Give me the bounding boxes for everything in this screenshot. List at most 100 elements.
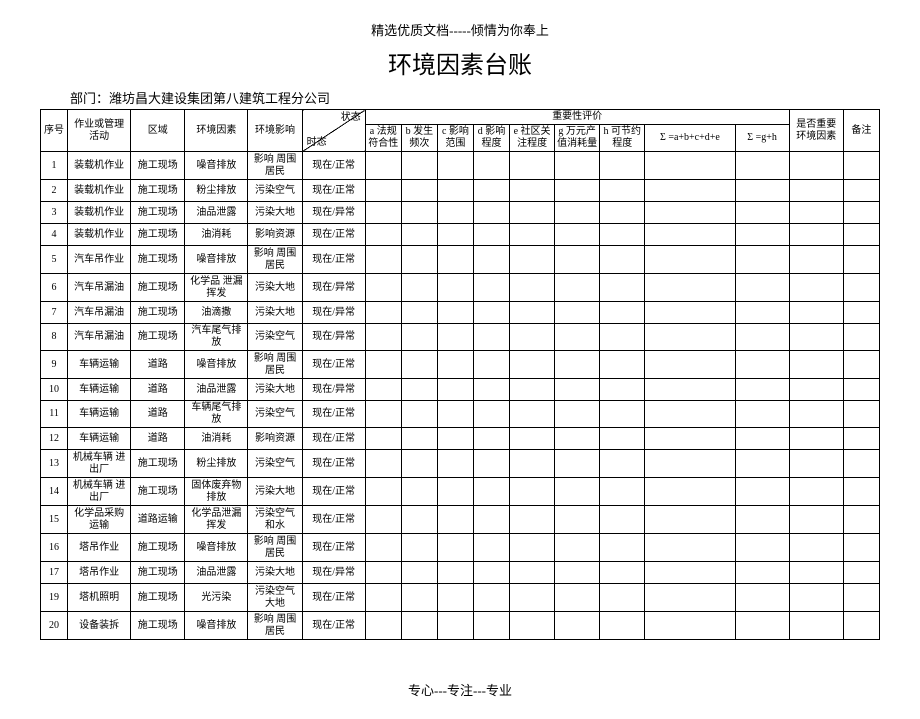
table-cell	[735, 506, 789, 534]
table-cell	[555, 224, 600, 246]
table-cell: 化学品 泄漏挥发	[185, 274, 248, 302]
table-cell: 9	[41, 351, 68, 379]
table-cell	[473, 152, 509, 180]
col-sigma1: Σ =a+b+c+d+e	[645, 125, 735, 152]
table-cell	[473, 401, 509, 428]
table-cell: 14	[41, 478, 68, 506]
table-cell: 机械车辆 进出厂	[68, 450, 131, 478]
table-cell	[843, 379, 879, 401]
footer-text: 专心---专注---专业	[40, 680, 880, 699]
table-cell: 污染空气	[248, 450, 302, 478]
table-cell	[401, 180, 437, 202]
table-cell	[735, 584, 789, 612]
table-cell: 16	[41, 534, 68, 562]
table-cell	[645, 379, 735, 401]
table-cell	[843, 180, 879, 202]
table-cell	[600, 351, 645, 379]
table-cell	[600, 612, 645, 640]
table-cell	[555, 450, 600, 478]
table-cell	[600, 224, 645, 246]
table-cell	[735, 450, 789, 478]
table-row: 16塔吊作业施工现场噪音排放影响 周围居民现在/正常	[41, 534, 880, 562]
table-cell: 施工现场	[131, 180, 185, 202]
table-cell: 汽车尾气排放	[185, 324, 248, 351]
table-cell	[401, 534, 437, 562]
table-cell	[510, 302, 555, 324]
table-cell: 汽车吊漏油	[68, 302, 131, 324]
dept-label: 部门：潍坊昌大建设集团第八建筑工程分公司	[70, 88, 880, 107]
table-cell: 汽车吊漏油	[68, 324, 131, 351]
table-cell: 现在/正常	[302, 584, 365, 612]
table-cell	[843, 584, 879, 612]
table-cell: 道路	[131, 401, 185, 428]
table-cell	[735, 428, 789, 450]
table-cell	[735, 152, 789, 180]
col-c: c 影响范围	[437, 125, 473, 152]
table-cell	[600, 302, 645, 324]
table-cell	[555, 562, 600, 584]
table-cell	[555, 202, 600, 224]
table-cell: 施工现场	[131, 584, 185, 612]
table-cell	[789, 324, 843, 351]
table-cell	[473, 180, 509, 202]
table-cell: 现在/正常	[302, 506, 365, 534]
table-cell	[437, 246, 473, 274]
table-cell	[401, 506, 437, 534]
table-cell	[843, 152, 879, 180]
state-top: 状态	[341, 112, 361, 124]
table-cell	[555, 534, 600, 562]
table-cell	[645, 428, 735, 450]
table-cell: 施工现场	[131, 246, 185, 274]
table-cell	[437, 302, 473, 324]
page-title: 环境因素台账	[40, 45, 880, 80]
table-cell	[510, 450, 555, 478]
table-cell: 19	[41, 584, 68, 612]
table-cell	[437, 506, 473, 534]
table-cell	[510, 506, 555, 534]
table-cell	[843, 562, 879, 584]
table-cell	[843, 224, 879, 246]
table-cell	[510, 534, 555, 562]
table-cell	[645, 612, 735, 640]
table-cell	[789, 274, 843, 302]
table-cell	[789, 584, 843, 612]
col-impact: 环境影响	[248, 110, 302, 152]
table-cell: 影响资源	[248, 224, 302, 246]
table-cell: 影响 周围居民	[248, 612, 302, 640]
col-d: d 影响程度	[473, 125, 509, 152]
table-cell	[437, 450, 473, 478]
table-row: 7汽车吊漏油施工现场油滴撒污染大地现在/异常	[41, 302, 880, 324]
table-cell: 7	[41, 302, 68, 324]
table-cell	[437, 324, 473, 351]
table-cell	[510, 180, 555, 202]
table-cell	[600, 506, 645, 534]
ledger-table: 序号 作业或管理活动 区域 环境因素 环境影响 状态 时态 重要性评价 是否重要…	[40, 109, 880, 640]
table-cell	[401, 612, 437, 640]
table-row: 9车辆运输道路噪音排放影响 周围居民现在/正常	[41, 351, 880, 379]
table-cell: 污染空气 大地	[248, 584, 302, 612]
table-cell	[401, 224, 437, 246]
table-cell	[735, 562, 789, 584]
table-cell	[843, 534, 879, 562]
table-cell: 油品泄露	[185, 562, 248, 584]
table-cell	[473, 246, 509, 274]
table-cell: 施工现场	[131, 324, 185, 351]
table-cell	[401, 302, 437, 324]
table-cell: 11	[41, 401, 68, 428]
table-cell: 现在/异常	[302, 324, 365, 351]
table-cell	[365, 612, 401, 640]
table-cell	[473, 379, 509, 401]
table-cell	[437, 351, 473, 379]
table-cell	[735, 180, 789, 202]
table-row: 2装载机作业施工现场粉尘排放污染空气现在/正常	[41, 180, 880, 202]
table-cell	[645, 506, 735, 534]
table-cell	[555, 401, 600, 428]
table-cell: 车辆运输	[68, 428, 131, 450]
table-cell	[735, 224, 789, 246]
table-cell	[473, 534, 509, 562]
table-cell	[365, 506, 401, 534]
table-cell	[473, 428, 509, 450]
table-cell	[365, 246, 401, 274]
table-cell	[645, 324, 735, 351]
table-cell	[789, 506, 843, 534]
